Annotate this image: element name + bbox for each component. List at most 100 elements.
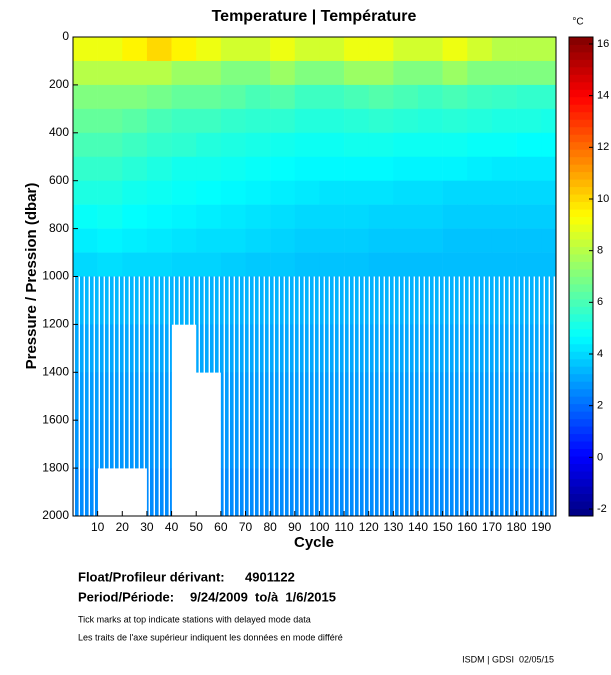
heat-cell [220, 108, 246, 134]
heat-cell [97, 252, 123, 277]
heat-cell [97, 37, 123, 62]
heat-cell [393, 84, 419, 110]
heat-cell [393, 60, 419, 86]
colorbar-step [569, 336, 593, 345]
heat-cell [245, 132, 271, 158]
colorbar-step [569, 441, 593, 450]
heat-cell [245, 180, 271, 205]
colorbar-step [569, 111, 593, 120]
colorbar-step [569, 81, 593, 90]
x-tick-label: 150 [433, 520, 453, 534]
colorbar-step [569, 104, 593, 113]
colorbar-step [569, 381, 593, 390]
heat-cell [344, 228, 370, 253]
colorbar-step [569, 171, 593, 180]
heat-cell [516, 132, 542, 158]
heat-cell [541, 204, 557, 229]
colorbar-step [569, 343, 593, 352]
colorbar-tick-label: 14 [597, 90, 609, 102]
float-id: 4901122 [245, 569, 295, 584]
heat-cell [171, 84, 197, 110]
heat-cell [146, 228, 172, 253]
heat-cell [319, 84, 345, 110]
colorbar-step [569, 89, 593, 98]
heat-cell [516, 252, 542, 277]
heat-cell [122, 132, 148, 158]
colorbar-step [569, 194, 593, 203]
x-tick-label: 170 [482, 520, 502, 534]
heat-cell [294, 132, 320, 158]
heat-cell [196, 132, 222, 158]
float-label: Float/Profileur dérivant: [78, 569, 225, 584]
x-tick-label: 80 [263, 520, 277, 534]
x-tick-label: 120 [359, 520, 379, 534]
heat-cell [146, 132, 172, 158]
colorbar-tick-label: 8 [597, 245, 603, 257]
heat-cell [491, 84, 517, 110]
heat-cell [442, 132, 468, 158]
heat-cell [319, 204, 345, 229]
y-tick-label: 1200 [42, 317, 69, 331]
heat-cell [319, 252, 345, 277]
heat-cell [146, 204, 172, 229]
heat-cell [418, 60, 443, 86]
colorbar-step [569, 486, 593, 494]
heat-cell [122, 84, 148, 110]
heat-cell [418, 204, 443, 229]
colorbar-step [569, 209, 593, 218]
heat-cell [294, 84, 320, 110]
colorbar-tick-label: 0 [597, 451, 603, 463]
heat-cell [97, 108, 123, 134]
heat-cell [196, 156, 222, 181]
y-tick-label: 0 [62, 29, 69, 43]
heat-cell [196, 228, 222, 253]
heat-cell [294, 228, 320, 253]
heat-cell [73, 228, 98, 253]
heat-cell [73, 60, 98, 86]
colorbar-step [569, 149, 593, 158]
x-tick-label: 30 [140, 520, 154, 534]
y-tick-label: 2000 [42, 508, 69, 522]
heat-cell [442, 180, 468, 205]
heat-cell [171, 228, 197, 253]
heat-cell [73, 132, 98, 158]
heat-cell [122, 228, 148, 253]
credit: ISDM | GDSI 02/05/15 [462, 654, 554, 664]
colorbar-step [569, 478, 593, 487]
heat-cell [491, 132, 517, 158]
colorbar-tick-label: -2 [597, 503, 607, 515]
colorbar-step [569, 224, 593, 232]
heat-cell [122, 108, 148, 134]
colorbar-step [569, 276, 593, 285]
colorbar-step [569, 433, 593, 442]
heat-cell [368, 37, 394, 62]
colorbar-step [569, 366, 593, 375]
heat-cell [442, 108, 468, 134]
colorbar-step [569, 254, 593, 262]
heat-cell [368, 228, 394, 253]
heat-cell [73, 37, 98, 62]
heat-cell [368, 252, 394, 277]
colorbar-step [569, 216, 593, 225]
heat-cell [418, 156, 443, 181]
heat-cell [344, 84, 370, 110]
heat-cell [442, 60, 468, 86]
colorbar-step [569, 66, 593, 75]
heat-cell [319, 132, 345, 158]
x-tick-label: 140 [408, 520, 428, 534]
colorbar-tick-label: 4 [597, 348, 603, 360]
colorbar-step [569, 37, 593, 45]
colorbar-tick-label: 6 [597, 296, 603, 308]
x-tick-label: 100 [309, 520, 329, 534]
heat-cell [220, 37, 246, 62]
heat-cell [171, 132, 197, 158]
heat-cell [541, 132, 557, 158]
heat-cell [196, 252, 222, 277]
heat-cell [467, 180, 493, 205]
heat-cell [97, 132, 123, 158]
colorbar-step [569, 201, 593, 210]
heat-cell [196, 180, 222, 205]
colorbar-step [569, 388, 593, 397]
colorbar-step [569, 351, 593, 360]
